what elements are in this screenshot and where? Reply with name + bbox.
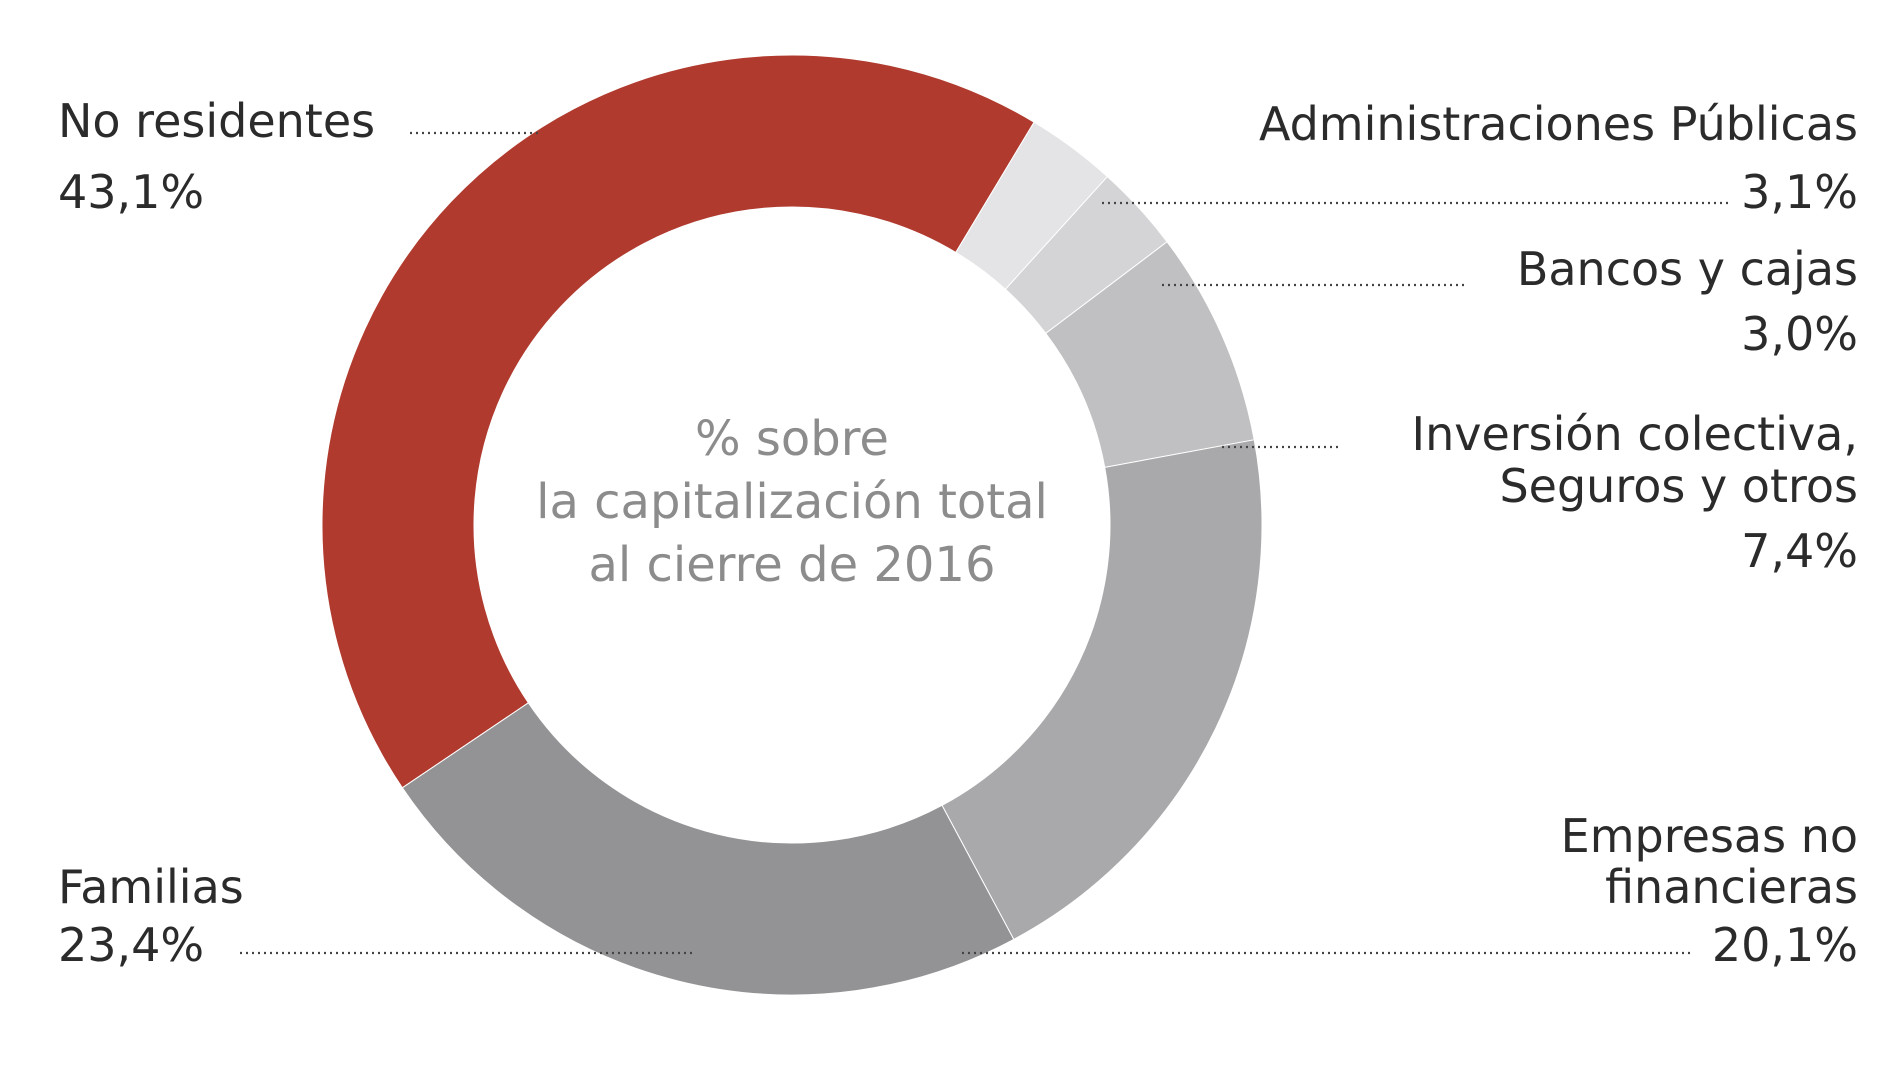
value-no-residentes: 43,1% — [58, 165, 204, 219]
label-familias: Familias — [58, 860, 244, 914]
label-no-residentes: No residentes — [58, 94, 375, 148]
center-text-line-3: al cierre de 2016 — [588, 537, 995, 593]
donut-slices — [321, 54, 1263, 996]
label-empresas-line-2: financieras — [1605, 860, 1858, 914]
value-inversion: 7,4% — [1741, 524, 1858, 578]
label-inversion-line-1: Inversión colectiva, — [1412, 407, 1858, 461]
center-text-line-2: la capitalización total — [536, 474, 1048, 530]
center-text-line-1: % sobre — [695, 411, 889, 467]
leader-lines — [240, 131, 1728, 955]
donut-slice-no-residentes — [321, 54, 1035, 789]
donut-slice-familias — [401, 702, 1015, 996]
slice-labels: No residentes 43,1% Administraciones Púb… — [58, 94, 1858, 972]
donut-slice-empresas-no-financieras — [941, 439, 1263, 941]
value-familias: 23,4% — [58, 918, 204, 972]
label-bancos: Bancos y cajas — [1517, 242, 1858, 296]
value-bancos: 3,0% — [1741, 307, 1858, 361]
value-empresas: 20,1% — [1712, 918, 1858, 972]
label-administraciones: Administraciones Públicas — [1259, 97, 1858, 151]
label-inversion-line-2: Seguros y otros — [1499, 459, 1858, 513]
value-administraciones: 3,1% — [1741, 165, 1858, 219]
label-empresas-line-1: Empresas no — [1561, 809, 1858, 863]
